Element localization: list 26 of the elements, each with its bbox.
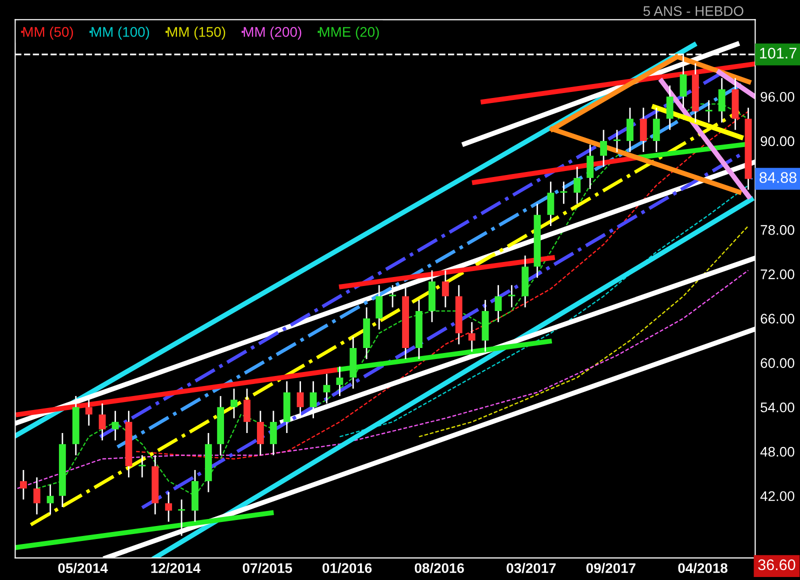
y-tick-label: 48.00 <box>760 446 794 457</box>
x-tick-label: 01/2016 <box>322 562 372 574</box>
x-tick-label: 09/2017 <box>586 562 636 574</box>
legend-label: MM (200) <box>244 26 302 40</box>
y-tick-label: 66.00 <box>760 314 794 324</box>
annotation: 84.88 <box>760 172 796 183</box>
text: 36.60 <box>758 559 796 570</box>
x-tick-label: 12/2014 <box>151 562 201 574</box>
legend-label: MM (100) <box>92 26 150 40</box>
x-tick-label: 07/2015 <box>242 562 292 574</box>
y-tick-label: 72.00 <box>760 269 794 280</box>
ref-line-label: 101.7 <box>760 48 796 59</box>
y-tick-label: 78.00 <box>760 225 794 235</box>
x-tick-label: 05/2014 <box>58 562 108 574</box>
legend-label: MME (20) <box>320 26 379 40</box>
y-tick-label: 54.00 <box>760 402 794 412</box>
y-tick-label: 60.00 <box>760 358 794 368</box>
legend-label: MM (150) <box>168 26 226 40</box>
y-tick-label: 96.00 <box>760 92 794 102</box>
x-tick-label: 08/2016 <box>414 562 464 574</box>
legend-label: MM (50) <box>23 26 73 40</box>
x-tick-label: 03/2017 <box>506 562 556 574</box>
chart-title: 5 ANS - HEBDO <box>643 6 744 16</box>
y-tick-label: 42.00 <box>760 491 794 502</box>
y-tick-label: 90.00 <box>760 136 794 146</box>
x-tick-label: 04/2018 <box>678 562 728 574</box>
